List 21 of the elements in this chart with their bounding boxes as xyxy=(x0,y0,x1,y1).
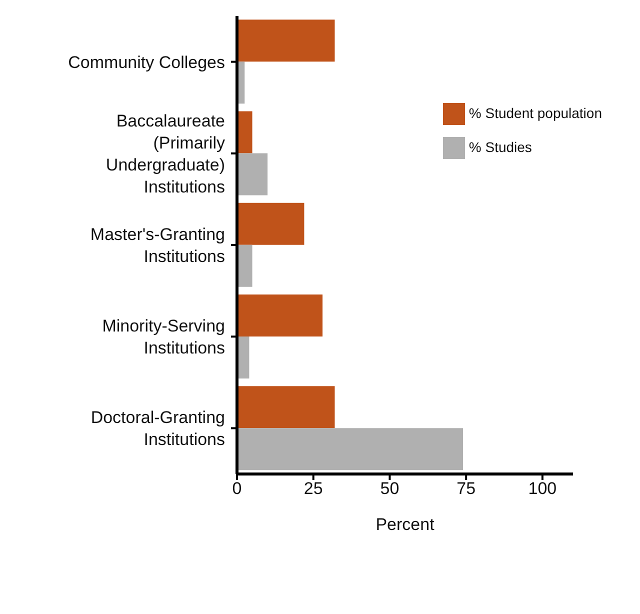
y-tick-label: Master's-Granting Institutions xyxy=(90,224,225,266)
x-axis-title: Percent xyxy=(376,515,435,534)
y-tick-label: Community Colleges xyxy=(68,52,225,72)
legend-label: % Studies xyxy=(468,139,532,155)
x-tick-label: 100 xyxy=(528,479,557,498)
x-tick-label: 75 xyxy=(456,479,476,498)
y-tick-label: Minority-Serving Institutions xyxy=(102,316,225,358)
bar xyxy=(237,244,252,287)
bar xyxy=(237,386,335,428)
legend-label: % Student population xyxy=(468,105,602,121)
x-tick-label: 0 xyxy=(232,479,242,498)
bar xyxy=(237,20,335,62)
bar xyxy=(237,111,252,154)
bar xyxy=(237,153,268,196)
x-tick-label: 25 xyxy=(304,479,323,498)
bar xyxy=(237,428,464,470)
bar xyxy=(237,202,304,245)
y-tick-label: Doctoral-Granting Institutions xyxy=(90,408,225,449)
y-tick-label: Baccalaureate (Primarily Undergraduate) Institutions xyxy=(106,110,226,196)
bar xyxy=(237,294,323,336)
x-tick-label: 50 xyxy=(380,479,400,498)
